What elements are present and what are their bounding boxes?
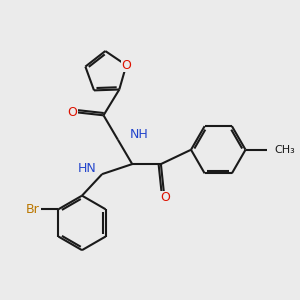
Text: O: O (67, 106, 77, 119)
Text: Br: Br (26, 203, 40, 216)
Text: O: O (121, 59, 131, 72)
Text: NH: NH (130, 128, 149, 141)
Text: O: O (160, 191, 170, 204)
Text: HN: HN (78, 162, 96, 175)
Text: CH₃: CH₃ (274, 145, 295, 155)
